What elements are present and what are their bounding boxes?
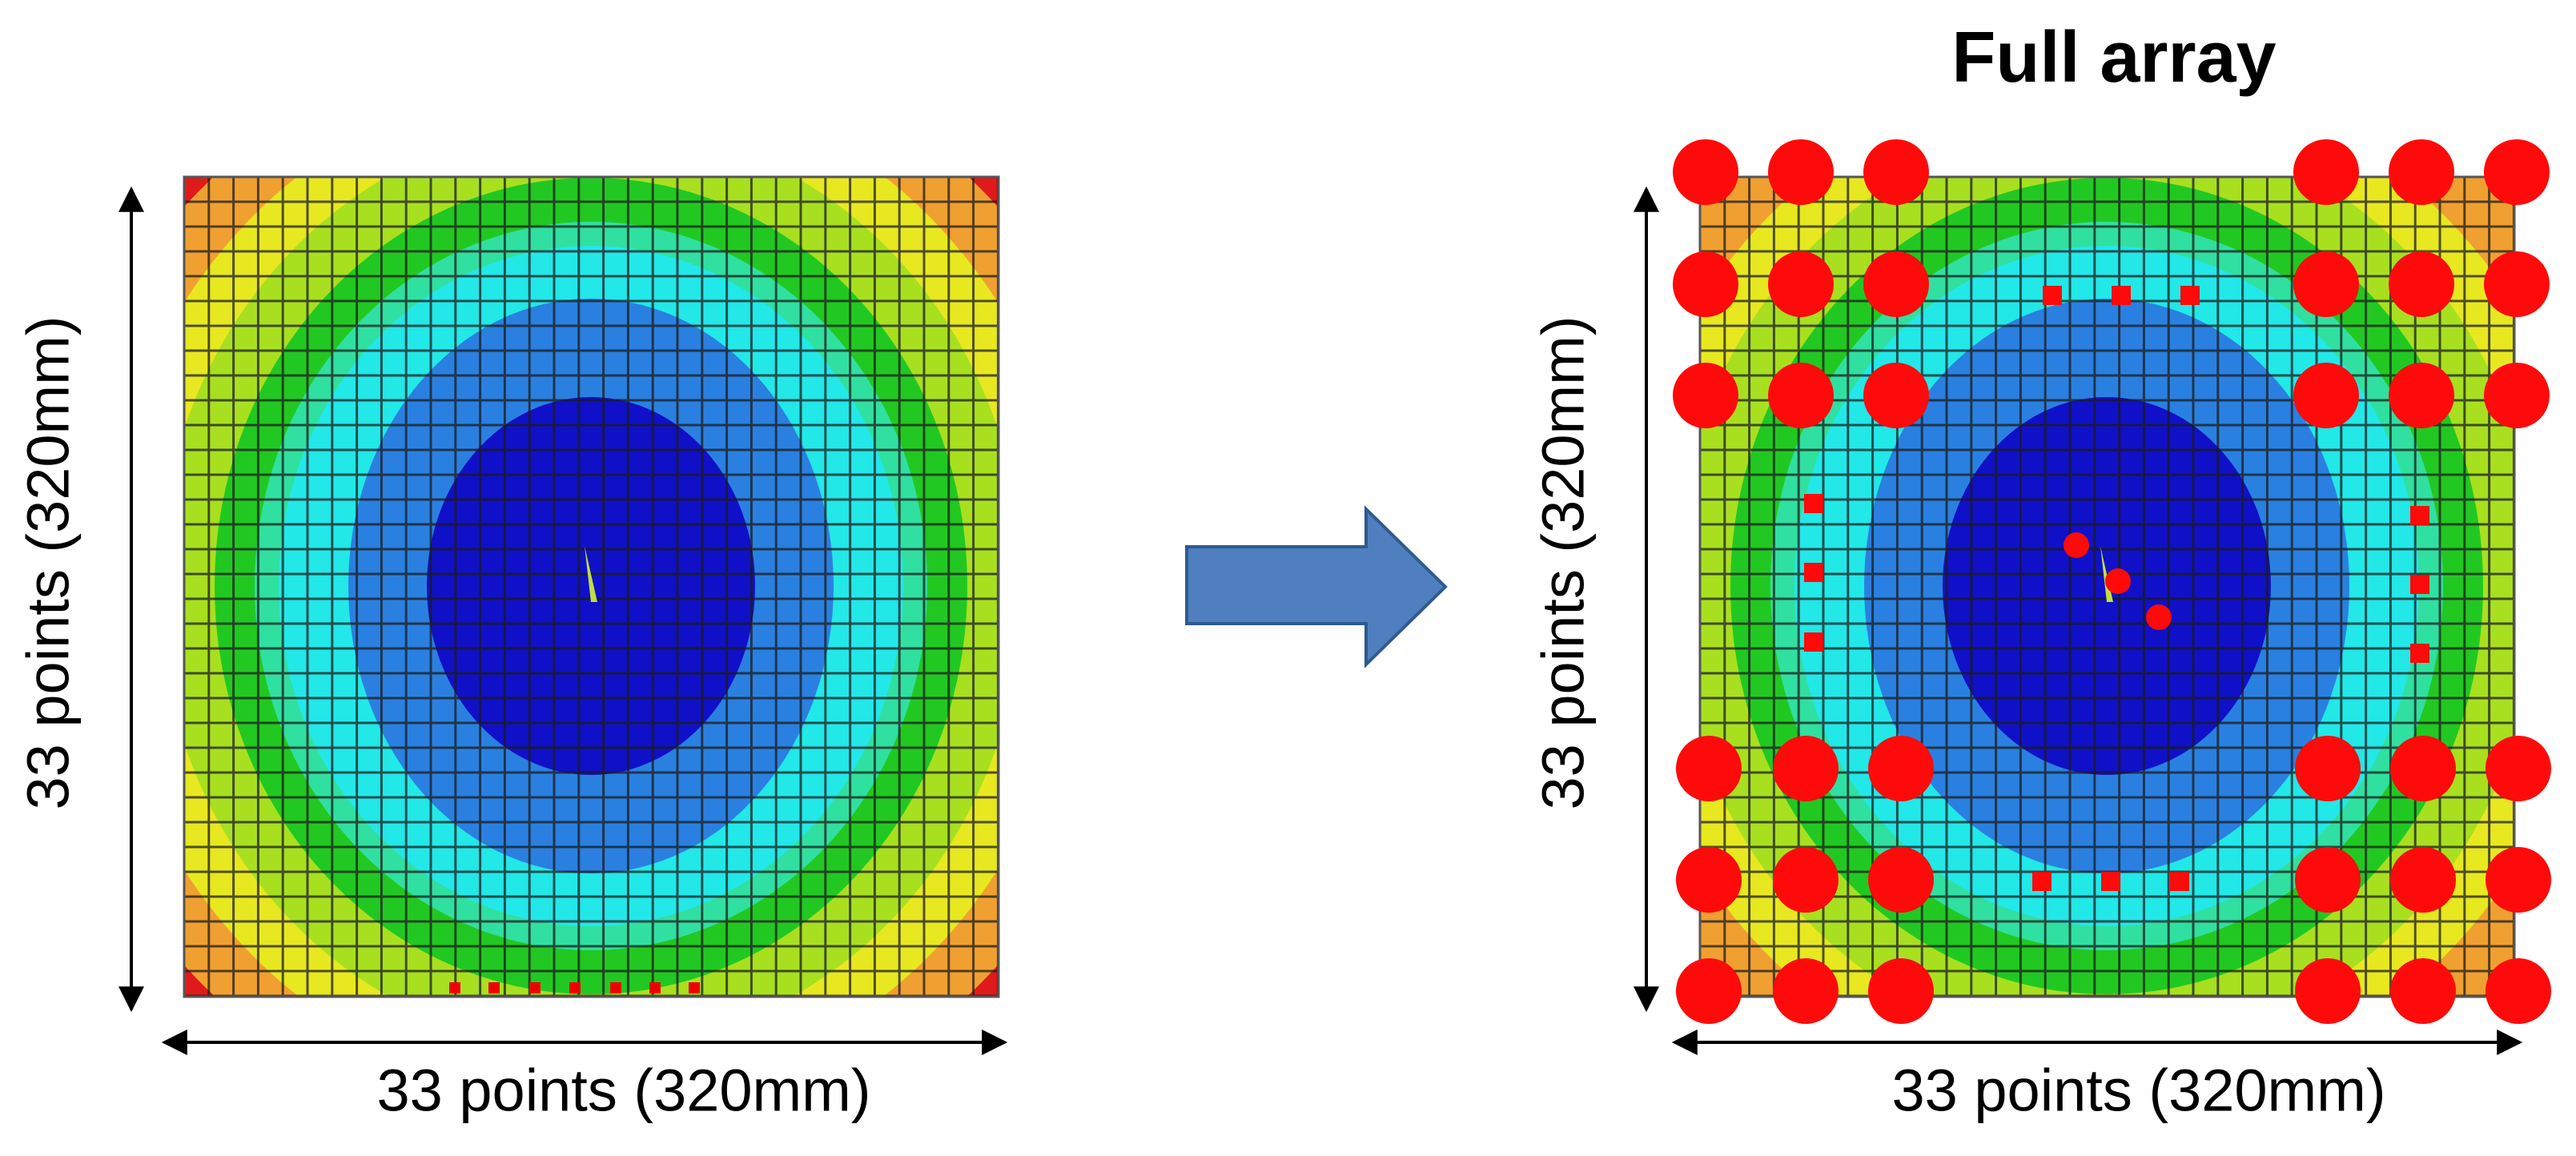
vertical-label: 33 points (320mm) xyxy=(15,316,82,810)
sensor-array xyxy=(1673,139,2551,1024)
horizontal-label: 33 points (320mm) xyxy=(1892,1058,2386,1124)
transition-arrow xyxy=(1185,505,1448,668)
horizontal-label: 33 points (320mm) xyxy=(377,1058,871,1124)
contour-plate xyxy=(38,26,1143,1146)
panel-title: Full array xyxy=(1951,18,2276,98)
vertical-label: 33 points (320mm) xyxy=(1530,316,1597,810)
sensor-row xyxy=(449,982,700,993)
